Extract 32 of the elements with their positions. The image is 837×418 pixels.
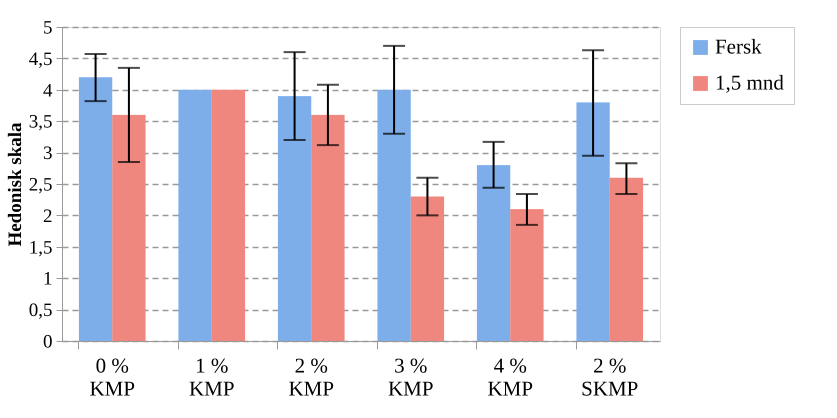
bar [78, 77, 112, 341]
bar [610, 178, 644, 341]
bar [112, 114, 146, 341]
y-tick-label: 3 [43, 143, 52, 164]
bar [311, 114, 345, 341]
y-tick-label: 1 [43, 268, 52, 290]
y-axis-title: Hedonisk skala [4, 122, 26, 247]
legend-label: Fersk [715, 34, 762, 58]
x-tick-label: 1 % KMP [188, 354, 235, 400]
x-tick-label: 4 % KMP [487, 354, 534, 400]
x-tick-label: 3 % KMP [388, 354, 434, 400]
x-tick-label: 0 % KMP [89, 354, 136, 400]
y-tick-label: 2 [43, 206, 52, 227]
bar [576, 102, 610, 341]
y-tick-label: 0,5 [28, 300, 52, 322]
bar [178, 90, 212, 341]
bar [476, 165, 510, 341]
bar [212, 90, 246, 341]
bar [410, 196, 444, 341]
y-tick-label: 4 [43, 80, 53, 102]
bar [278, 96, 312, 341]
x-tick-label: 2 % KMP [288, 354, 334, 400]
x-tick-label: 2 % SKMP [581, 354, 638, 400]
bar [510, 209, 544, 341]
y-tick-label: 4,5 [28, 48, 52, 70]
y-tick-label: 0 [43, 332, 52, 352]
y-tick-label: 2,5 [28, 174, 52, 196]
legend-label: 1,5 mnd [715, 70, 784, 94]
y-tick-label: 5 [43, 18, 52, 38]
y-tick-label: 3,5 [28, 112, 52, 133]
bar [377, 90, 411, 341]
y-tick-label: 1,5 [28, 237, 52, 258]
